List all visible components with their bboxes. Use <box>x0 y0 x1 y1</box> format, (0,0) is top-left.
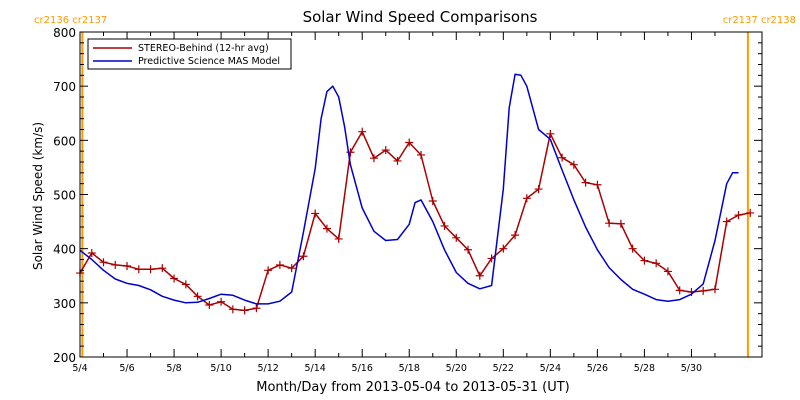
data-point-marker <box>181 280 190 289</box>
data-point-marker <box>499 244 508 253</box>
data-point-marker <box>699 286 708 295</box>
data-point-marker <box>134 265 143 274</box>
x-tick-label: 5/20 <box>446 363 467 374</box>
data-point-marker <box>322 224 331 233</box>
data-point-marker <box>405 138 414 147</box>
y-tick-label: 300 <box>53 297 76 311</box>
data-point-marker <box>593 180 602 189</box>
data-point-marker <box>663 267 672 276</box>
data-point-marker <box>299 252 308 261</box>
data-point-marker <box>217 297 226 306</box>
data-point-marker <box>146 265 155 274</box>
series-line-1 <box>79 73 739 305</box>
data-point-marker <box>240 306 249 315</box>
axes: 200 300 400 500 600 700 800 5/4 5/6 5/8 5/10 5/12 5/… <box>53 26 763 374</box>
x-tick-label: 5/18 <box>399 363 420 374</box>
data-point-marker <box>252 304 261 313</box>
data-point-marker <box>358 127 367 136</box>
chart-title: Solar Wind Speed Comparisons <box>303 8 538 26</box>
data-point-marker <box>428 197 437 205</box>
x-tick-label: 5/14 <box>305 363 326 374</box>
y-tick-label: 800 <box>53 26 76 40</box>
data-point-marker <box>628 244 637 253</box>
data-point-marker <box>170 274 179 283</box>
series-line-0 <box>79 130 751 312</box>
data-point-marker <box>205 301 214 309</box>
legend-box <box>87 38 292 70</box>
legend-label-mas-model: Predictive Science MAS Model <box>138 56 280 67</box>
data-point-marker <box>275 260 284 269</box>
data-point-marker <box>99 258 108 267</box>
data-point-marker <box>710 285 719 294</box>
rotation-marker-label: cr2137 cr2138 <box>723 15 796 26</box>
data-point-marker <box>228 305 237 314</box>
x-tick-label: 5/16 <box>352 363 373 374</box>
data-point-marker <box>334 234 343 243</box>
data-point-marker <box>381 146 390 155</box>
series-lines <box>76 73 755 315</box>
x-tick-label: 5/8 <box>166 363 181 374</box>
data-point-marker <box>311 209 320 218</box>
data-point-marker <box>111 260 120 269</box>
y-tick-label: 200 <box>53 351 76 365</box>
y-tick-label: 700 <box>53 80 76 94</box>
data-point-marker <box>452 233 461 242</box>
data-point-marker <box>87 249 96 257</box>
data-point-marker <box>369 154 378 163</box>
data-point-marker <box>264 266 273 275</box>
x-tick-label: 5/12 <box>257 363 278 374</box>
data-point-marker <box>558 153 567 162</box>
data-point-marker <box>569 160 578 169</box>
data-point-marker <box>475 271 484 280</box>
x-tick-label: 5/6 <box>119 363 134 374</box>
data-point-marker <box>522 194 531 203</box>
y-tick-label: 500 <box>53 189 76 203</box>
data-point-marker <box>193 292 202 301</box>
x-tick-label: 5/22 <box>493 363 514 374</box>
x-tick-label: 5/26 <box>587 363 608 374</box>
data-point-marker <box>746 208 755 217</box>
data-point-marker <box>546 129 555 138</box>
data-point-marker <box>440 221 449 230</box>
data-point-marker <box>581 178 590 187</box>
data-point-marker <box>158 264 167 273</box>
x-axis-label: Month/Day from 2013-05-04 to 2013-05-31 … <box>256 380 569 395</box>
data-point-marker <box>722 217 731 226</box>
legend: STEREO-Behind (12-hr avg) Predictive Sci… <box>87 38 292 70</box>
legend-label-stereo: STEREO-Behind (12-hr avg) <box>138 43 269 54</box>
x-tick-label: 5/30 <box>681 363 702 374</box>
x-tick-label: 5/24 <box>540 363 561 374</box>
data-point-marker <box>675 286 684 295</box>
data-point-marker <box>605 219 614 228</box>
data-point-marker <box>464 245 473 254</box>
rotation-marker-label: cr2136 cr2137 <box>34 15 107 26</box>
data-point-marker <box>616 219 625 228</box>
y-tick-label: 400 <box>53 243 76 257</box>
data-point-marker <box>734 211 743 220</box>
data-point-marker <box>652 259 661 268</box>
data-point-marker <box>511 231 520 240</box>
y-tick-label: 600 <box>53 134 76 148</box>
y-axis-label: Solar Wind Speed (km/s) <box>31 122 45 270</box>
x-tick-label: 5/28 <box>634 363 655 374</box>
x-tick-label: 5/4 <box>72 363 87 374</box>
data-point-marker <box>640 256 649 265</box>
data-point-marker <box>393 156 402 165</box>
data-point-marker <box>534 185 543 194</box>
data-point-marker <box>123 262 132 270</box>
data-point-marker <box>417 150 425 159</box>
x-tick-label: 5/10 <box>210 363 231 374</box>
data-point-marker <box>287 264 296 273</box>
